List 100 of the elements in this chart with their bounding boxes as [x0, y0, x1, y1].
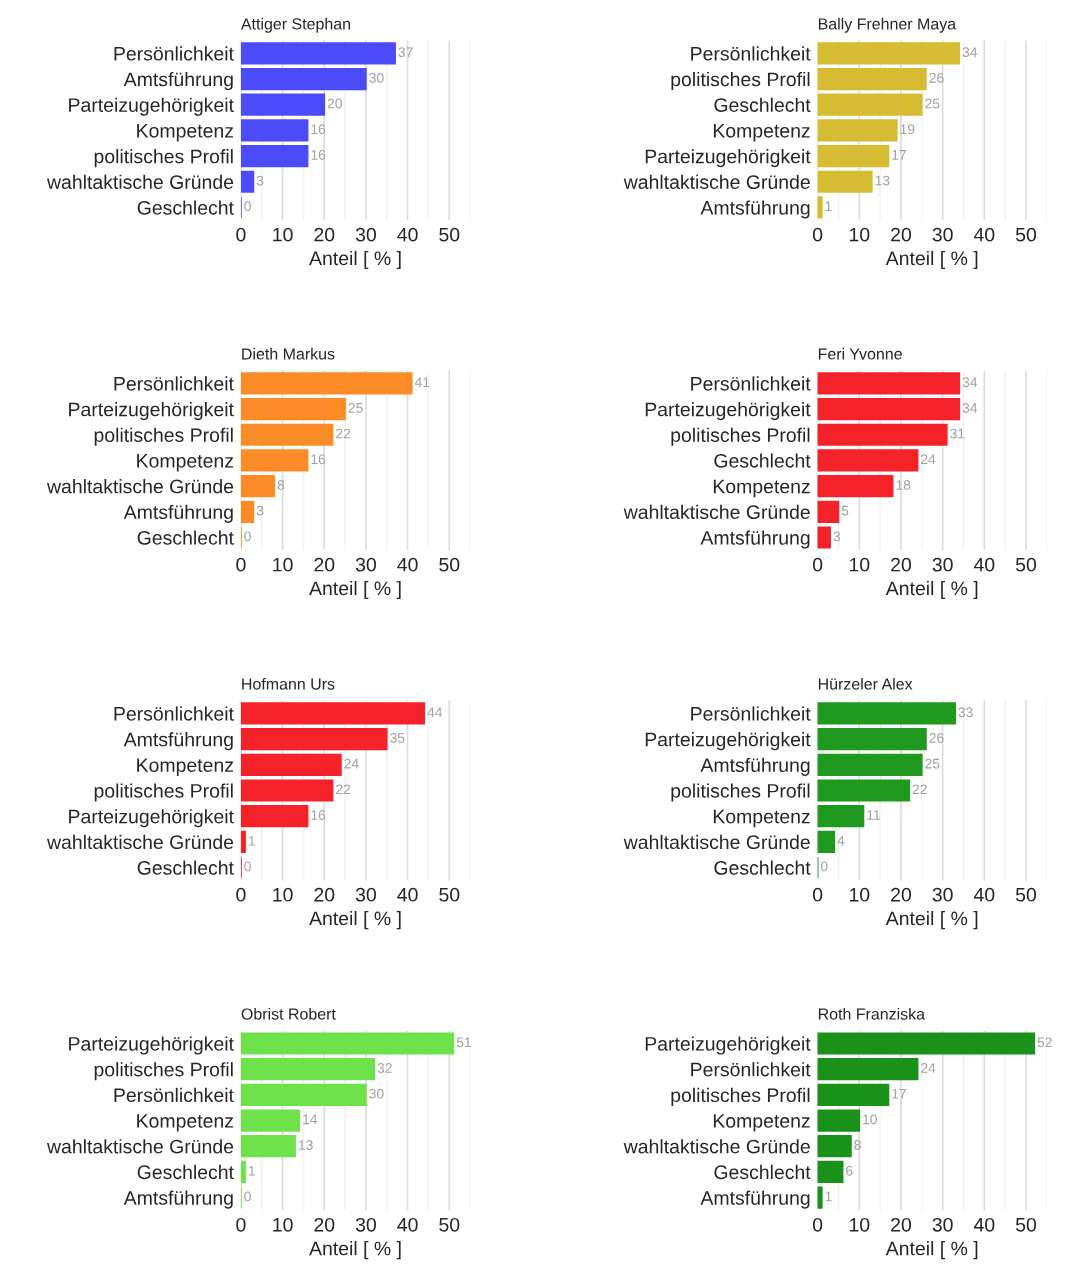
- x-tick-label: 50: [439, 887, 460, 902]
- chart-title: Hürzeler Alex: [818, 677, 913, 690]
- data-label: 1: [248, 1165, 255, 1176]
- y-tick-label: Geschlecht: [137, 860, 234, 875]
- data-label: 3: [256, 505, 264, 516]
- data-label: 8: [854, 1140, 861, 1150]
- y-tick-label: Parteizugehörigkeit: [69, 1036, 234, 1055]
- data-label: 5: [841, 505, 849, 516]
- x-tick-label: 20: [314, 887, 335, 902]
- data-label: 24: [921, 1063, 936, 1073]
- x-tick-label: 40: [973, 1217, 995, 1232]
- chart-title: Feri Yvonne: [818, 347, 902, 360]
- x-axis-title: Anteil [ % ]: [885, 580, 978, 600]
- x-tick-label: 0: [812, 1217, 823, 1232]
- data-label: 14: [303, 1114, 318, 1125]
- x-tick-label: 50: [439, 557, 460, 572]
- data-label: 24: [344, 758, 359, 769]
- data-label: 16: [311, 124, 326, 135]
- y-tick-label: Parteizugehörigkeit: [69, 402, 234, 421]
- data-label: 17: [892, 150, 906, 160]
- y-tick-label: politisches Profil: [671, 427, 810, 446]
- x-axis-title: Anteil [ % ]: [309, 1241, 401, 1260]
- y-tick-label: Persönlichkeit: [114, 376, 234, 391]
- data-label: 20: [327, 98, 342, 109]
- y-tick-label: Parteizugehörigkeit: [69, 97, 234, 116]
- data-label: 13: [298, 1140, 313, 1150]
- x-tick-label: 30: [355, 887, 376, 902]
- chart-title: Bally Frehner Maya: [818, 17, 957, 33]
- data-label: 22: [336, 784, 351, 795]
- x-tick-label: 20: [314, 1217, 335, 1232]
- y-tick-label: Amtsführung: [123, 71, 233, 91]
- data-label: 26: [929, 72, 944, 83]
- x-axis-title: Anteil [ % ]: [885, 1241, 978, 1260]
- x-tick-label: 20: [891, 887, 912, 902]
- y-tick-label: Parteizugehörigkeit: [645, 402, 811, 421]
- y-tick-label: Parteizugehörigkeit: [645, 149, 811, 168]
- y-tick-label: Persönlichkeit: [691, 376, 811, 391]
- data-label: 4: [837, 835, 845, 846]
- y-tick-label: Persönlichkeit: [114, 706, 234, 721]
- x-tick-label: 50: [1015, 557, 1037, 572]
- y-tick-label: Geschlecht: [714, 1164, 811, 1180]
- x-tick-label: 10: [849, 557, 870, 572]
- data-label: 34: [962, 47, 978, 58]
- x-tick-label: 0: [812, 887, 823, 902]
- x-tick-label: 20: [891, 1217, 912, 1232]
- y-tick-label: Geschlecht: [714, 453, 811, 468]
- y-tick-label: Parteizugehörigkeit: [69, 809, 234, 828]
- data-label: 24: [921, 454, 936, 465]
- x-tick-label: 50: [439, 227, 460, 242]
- chart-title: Roth Franziska: [818, 1007, 926, 1020]
- y-tick-label: Amtsführung: [123, 1190, 233, 1209]
- y-tick-label: Persönlichkeit: [114, 1087, 234, 1103]
- data-label: 11: [867, 810, 880, 820]
- data-label: 0: [820, 861, 828, 872]
- x-tick-label: 30: [932, 1217, 953, 1232]
- y-tick-label: Kompetenz: [713, 1114, 810, 1132]
- y-tick-label: politisches Profil: [94, 149, 233, 168]
- x-tick-label: 40: [973, 557, 995, 572]
- data-label: 0: [244, 861, 251, 872]
- data-label: 30: [369, 72, 384, 83]
- data-label: 10: [863, 1114, 877, 1125]
- x-axis-title: Anteil [ % ]: [309, 580, 401, 600]
- x-tick-label: 30: [355, 1217, 376, 1232]
- data-label: 22: [912, 784, 927, 795]
- y-tick-label: wahltaktische Gründe: [46, 174, 234, 189]
- y-tick-label: politisches Profil: [94, 1062, 233, 1081]
- x-tick-label: 0: [236, 227, 246, 242]
- x-tick-label: 10: [849, 1217, 870, 1232]
- x-tick-label: 10: [273, 227, 293, 242]
- data-label: 34: [962, 402, 978, 413]
- data-label: 3: [833, 531, 841, 542]
- y-tick-label: Persönlichkeit: [691, 1062, 811, 1077]
- data-label: 25: [925, 758, 940, 769]
- x-tick-label: 0: [812, 227, 823, 242]
- y-tick-label: Kompetenz: [713, 479, 810, 498]
- data-label: 1: [825, 1191, 832, 1202]
- x-tick-label: 20: [314, 227, 335, 242]
- y-tick-label: Geschlecht: [714, 860, 811, 875]
- y-tick-label: Persönlichkeit: [114, 46, 234, 61]
- y-tick-label: politisches Profil: [671, 71, 810, 91]
- data-label: 51: [456, 1037, 471, 1048]
- y-tick-label: wahltaktische Gründe: [623, 834, 810, 850]
- x-tick-label: 50: [1015, 227, 1037, 242]
- y-tick-label: Kompetenz: [713, 124, 810, 142]
- data-label: 37: [398, 47, 413, 58]
- data-label: 19: [900, 124, 915, 135]
- y-tick-label: Kompetenz: [713, 809, 810, 828]
- data-label: 34: [962, 377, 978, 388]
- y-tick-label: Persönlichkeit: [691, 46, 811, 61]
- x-tick-label: 0: [236, 557, 246, 572]
- y-tick-label: Kompetenz: [137, 1114, 234, 1132]
- x-tick-label: 0: [236, 1217, 246, 1232]
- x-tick-label: 20: [891, 227, 912, 242]
- y-tick-label: Parteizugehörigkeit: [645, 732, 811, 751]
- y-tick-label: Amtsführung: [700, 200, 810, 219]
- data-label: 1: [248, 835, 255, 846]
- y-tick-label: Amtsführung: [123, 732, 233, 751]
- x-tick-label: 40: [397, 887, 418, 902]
- data-label: 25: [925, 98, 940, 109]
- x-axis-title: Anteil [ % ]: [885, 911, 978, 930]
